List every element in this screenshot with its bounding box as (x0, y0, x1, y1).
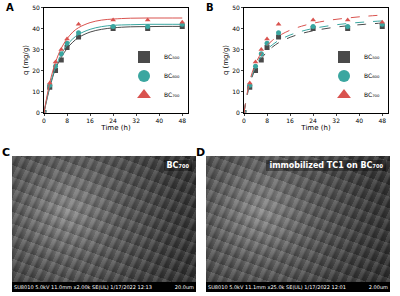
svg-text:20: 20 (232, 67, 240, 74)
svg-text:50: 50 (232, 4, 240, 11)
svg-text:B: B (206, 2, 214, 13)
svg-text:24: 24 (309, 117, 317, 124)
html-text:C: C (2, 146, 11, 159)
svg-text:BC₅₀₀: BC₅₀₀ (364, 53, 380, 60)
svg-text:32: 32 (132, 117, 140, 124)
html-text:immobilized TC1 on BC₇₀₀: immobilized TC1 on BC₇₀₀ (269, 161, 383, 170)
svg-text:40: 40 (232, 25, 240, 32)
svg-text:A: A (6, 2, 14, 13)
svg-text:24: 24 (109, 117, 117, 124)
html-text:SU8010 5.0kV 11.0mm x2.00k SE(: SU8010 5.0kV 11.0mm x2.00k SE(UL) 1/17/2… (14, 284, 152, 290)
svg-text:BC₇₀₀: BC₇₀₀ (364, 91, 380, 98)
svg-text:32: 32 (332, 117, 340, 124)
html-text:20.0um: 20.0um (174, 284, 194, 290)
svg-text:40: 40 (155, 117, 163, 124)
svg-text:0: 0 (236, 109, 240, 116)
svg-text:8: 8 (265, 117, 269, 124)
svg-text:8: 8 (65, 117, 69, 124)
svg-text:20: 20 (32, 67, 40, 74)
svg-text:50: 50 (32, 4, 40, 11)
svg-text:30: 30 (32, 46, 40, 53)
svg-text:Time (h): Time (h) (300, 124, 331, 132)
svg-text:q (mg/g): q (mg/g) (222, 45, 230, 75)
svg-text:30: 30 (232, 46, 240, 53)
svg-text:BC₇₀₀: BC₇₀₀ (164, 91, 180, 98)
svg-text:BC₆₀₀: BC₆₀₀ (164, 72, 180, 79)
svg-text:40: 40 (32, 25, 40, 32)
html-text:SU8010 5.0kV 11.1mm x25.0k SE(: SU8010 5.0kV 11.1mm x25.0k SE(UL) 1/17/2… (208, 284, 346, 290)
svg-text:q (mg/g): q (mg/g) (22, 45, 30, 75)
svg-text:0: 0 (42, 117, 46, 124)
svg-text:16: 16 (86, 117, 94, 124)
svg-text:48: 48 (378, 117, 386, 124)
svg-text:Time (h): Time (h) (100, 124, 131, 132)
html-text:2.00um: 2.00um (368, 284, 388, 290)
svg-text:BC₅₀₀: BC₅₀₀ (164, 53, 180, 60)
svg-text:BC₆₀₀: BC₆₀₀ (364, 72, 380, 79)
svg-text:48: 48 (178, 117, 186, 124)
svg-text:0: 0 (242, 117, 246, 124)
html-text:BC₇₀₀: BC₇₀₀ (166, 161, 189, 170)
svg-text:10: 10 (32, 88, 40, 95)
svg-text:0: 0 (36, 109, 40, 116)
svg-text:10: 10 (232, 88, 240, 95)
svg-text:16: 16 (286, 117, 294, 124)
html-text:D: D (196, 146, 206, 159)
svg-text:40: 40 (355, 117, 363, 124)
